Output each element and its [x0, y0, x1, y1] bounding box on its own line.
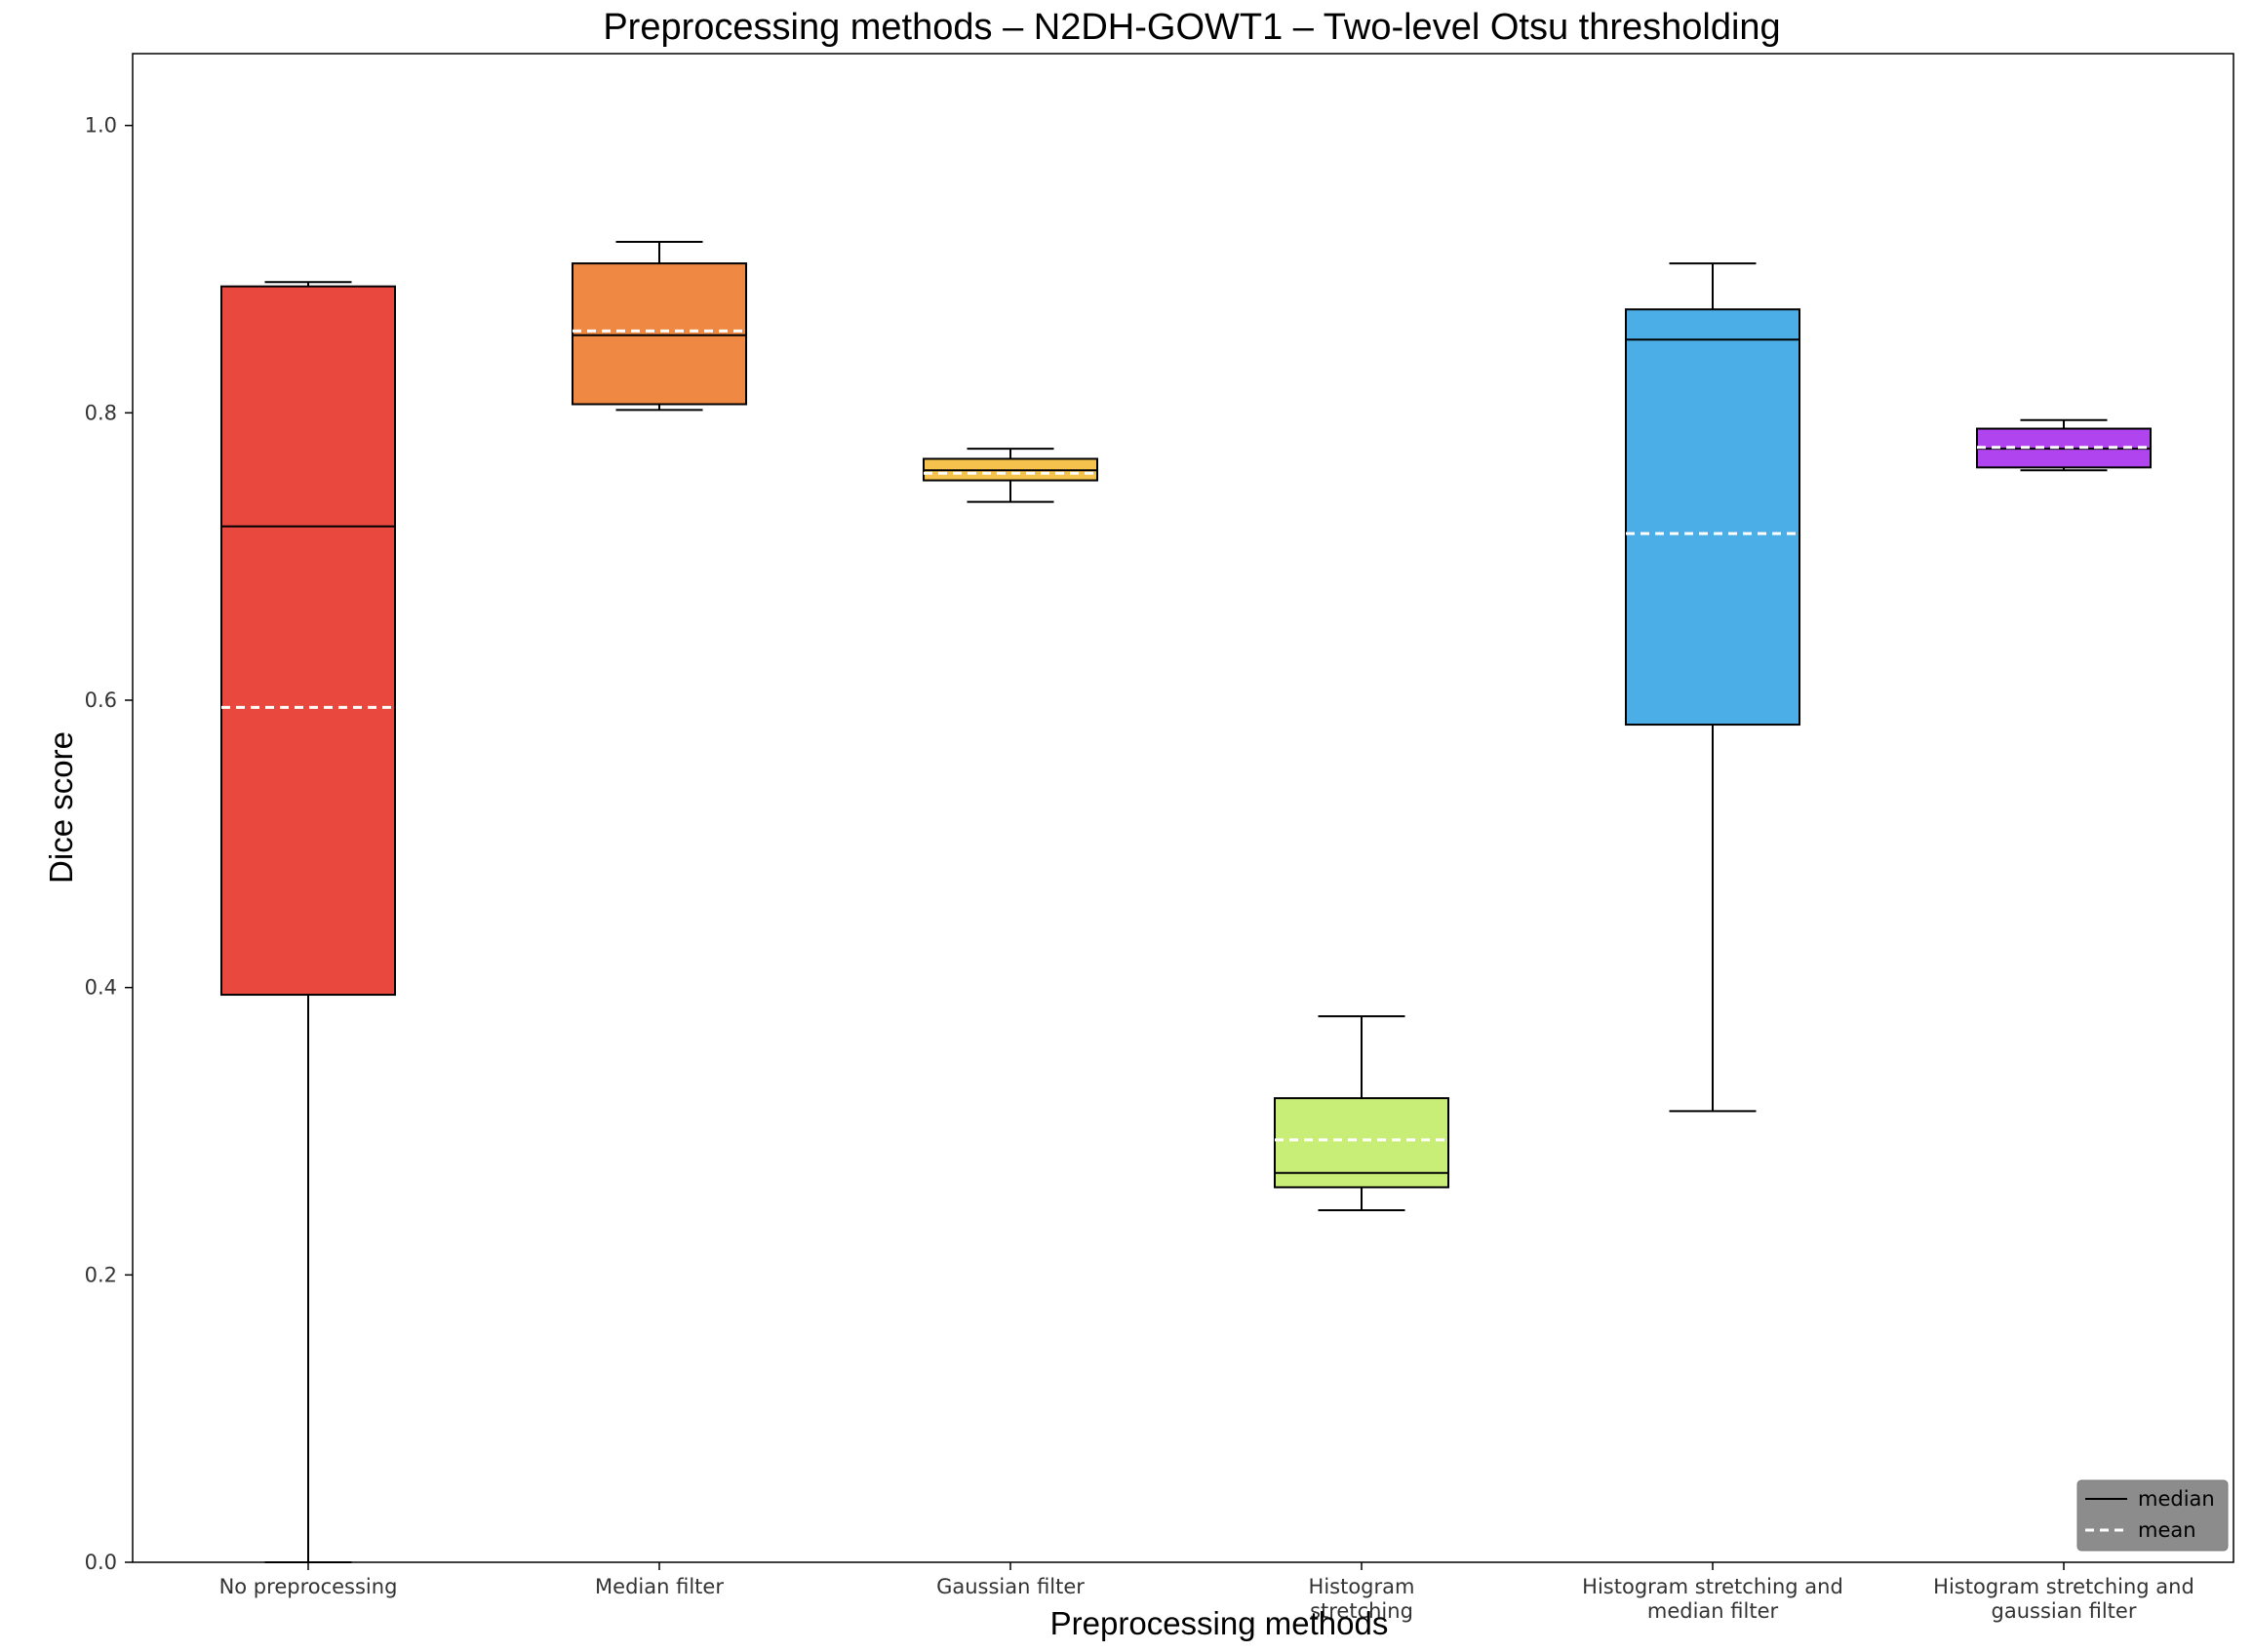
box-group [923, 448, 1098, 503]
box-iqr [220, 285, 396, 997]
x-tick-label: median filter [1647, 1599, 1779, 1623]
y-axis-label: Dice score [43, 731, 79, 884]
box-iqr [1625, 308, 1800, 727]
y-axis-ticks: 0.0 0.2 0.4 0.6 0.8 1.0 [85, 114, 133, 1574]
y-tick-label: 0.2 [85, 1263, 117, 1286]
y-tick-label: 0.0 [85, 1551, 117, 1574]
boxes [220, 241, 2152, 1563]
x-tick-label: Histogram [1309, 1575, 1415, 1598]
x-tick-label: Gaussian filter [936, 1575, 1085, 1598]
legend-median-label: median [2138, 1487, 2215, 1511]
x-tick-label: No preprocessing [219, 1575, 398, 1598]
x-tick-label: stretching [1310, 1599, 1413, 1623]
box-group [1274, 1015, 1449, 1212]
x-axis-label: Preprocessing methods [1050, 1605, 1389, 1641]
y-tick-label: 0.8 [85, 401, 117, 424]
x-tick-label: Median filter [595, 1575, 724, 1598]
box-iqr [1274, 1097, 1449, 1189]
y-tick-label: 1.0 [85, 114, 117, 138]
x-tick-label: gaussian filter [1992, 1599, 2137, 1623]
box-group [572, 241, 747, 412]
chart-title: Preprocessing methods – N2DH-GOWT1 – Two… [603, 7, 1780, 48]
plot-frame [132, 53, 2234, 1563]
x-tick-label: Histogram stretching and [1582, 1575, 1843, 1598]
box-iqr [572, 262, 747, 406]
box-group [1625, 262, 1800, 1113]
box-group [220, 281, 396, 1563]
y-tick-label: 0.4 [85, 976, 117, 1000]
x-tick-label: Histogram stretching and [1933, 1575, 2194, 1598]
y-tick-label: 0.6 [85, 688, 117, 712]
legend: median mean [2076, 1479, 2229, 1552]
x-axis-ticks: No preprocessing Median filter Gaussian fi… [219, 1562, 2194, 1623]
legend-mean-label: mean [2138, 1518, 2196, 1542]
box-group [1976, 418, 2152, 472]
